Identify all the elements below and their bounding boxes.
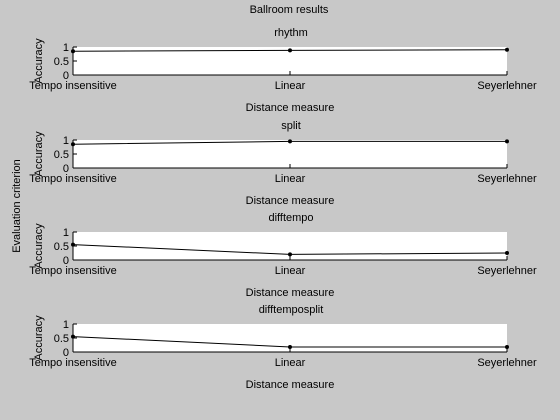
y-tick-label: 1 — [63, 42, 69, 54]
x-tick-label: Tempo insensitive — [29, 265, 116, 277]
x-tick-label: Tempo insensitive — [29, 80, 116, 92]
x-tick-label: Tempo insensitive — [29, 357, 116, 369]
y-tick-label: 0 — [63, 70, 69, 82]
data-point — [288, 344, 292, 349]
x-axis-label: Distance measure — [246, 379, 335, 391]
data-point — [288, 139, 292, 144]
y-axis-label: Accuracy — [33, 223, 45, 269]
x-tick-label: Seyerlehner — [477, 173, 537, 185]
y-axis-label: Accuracy — [33, 131, 45, 177]
subplot-title: split — [281, 120, 301, 132]
y-tick-label: 1 — [63, 135, 69, 147]
x-tick-label: Tempo insensitive — [29, 173, 116, 185]
data-point — [505, 47, 509, 52]
data-point — [505, 139, 509, 144]
subplot-title: difftempo — [268, 212, 313, 224]
y-axis-label: Accuracy — [33, 315, 45, 361]
outer-y-axis-label: Evaluation criterion — [11, 159, 23, 253]
data-point — [505, 251, 509, 255]
y-tick-label: 0.5 — [54, 333, 69, 345]
x-tick-label: Seyerlehner — [477, 357, 537, 369]
x-axis-label: Distance measure — [246, 195, 335, 207]
data-point — [505, 344, 509, 349]
x-tick-label: Seyerlehner — [477, 265, 537, 277]
y-tick-label: 0.5 — [54, 149, 69, 161]
subplot-2: split 0 0.5 1 Tempo insensitive Linear Seyerle… — [29, 120, 537, 207]
y-axis-label: Accuracy — [33, 38, 45, 84]
y-tick-label: 0 — [63, 255, 69, 267]
x-tick-label: Linear — [275, 80, 306, 92]
subplot-title: difftemposplit — [259, 304, 324, 316]
x-tick-label: Linear — [275, 173, 306, 185]
x-axis-label: Distance measure — [246, 102, 335, 114]
subplot-4: difftemposplit 0 0.5 1 Tempo insensitive Line… — [29, 304, 537, 391]
x-tick-label: Seyerlehner — [477, 80, 537, 92]
y-tick-label: 0 — [63, 347, 69, 359]
y-tick-label: 1 — [63, 227, 69, 239]
y-tick-label: 1 — [63, 319, 69, 331]
plot-area — [73, 140, 507, 168]
y-tick-label: 0 — [63, 163, 69, 175]
x-axis-label: Distance measure — [246, 287, 335, 299]
subplot-1: rhythm 0 0.5 1 Tempo insensitive Linear Seyerl… — [29, 27, 537, 114]
y-tick-label: 0.5 — [54, 56, 69, 68]
subplot-3: difftempo 0 0.5 1 Tempo insensitive Linear Sey… — [29, 212, 537, 299]
data-point — [288, 48, 292, 53]
subplot-title: rhythm — [274, 27, 308, 39]
x-tick-label: Linear — [275, 357, 306, 369]
y-tick-label: 0.5 — [54, 241, 69, 253]
figure-title: Ballroom results — [250, 4, 329, 16]
data-point — [288, 252, 292, 257]
x-tick-label: Linear — [275, 265, 306, 277]
